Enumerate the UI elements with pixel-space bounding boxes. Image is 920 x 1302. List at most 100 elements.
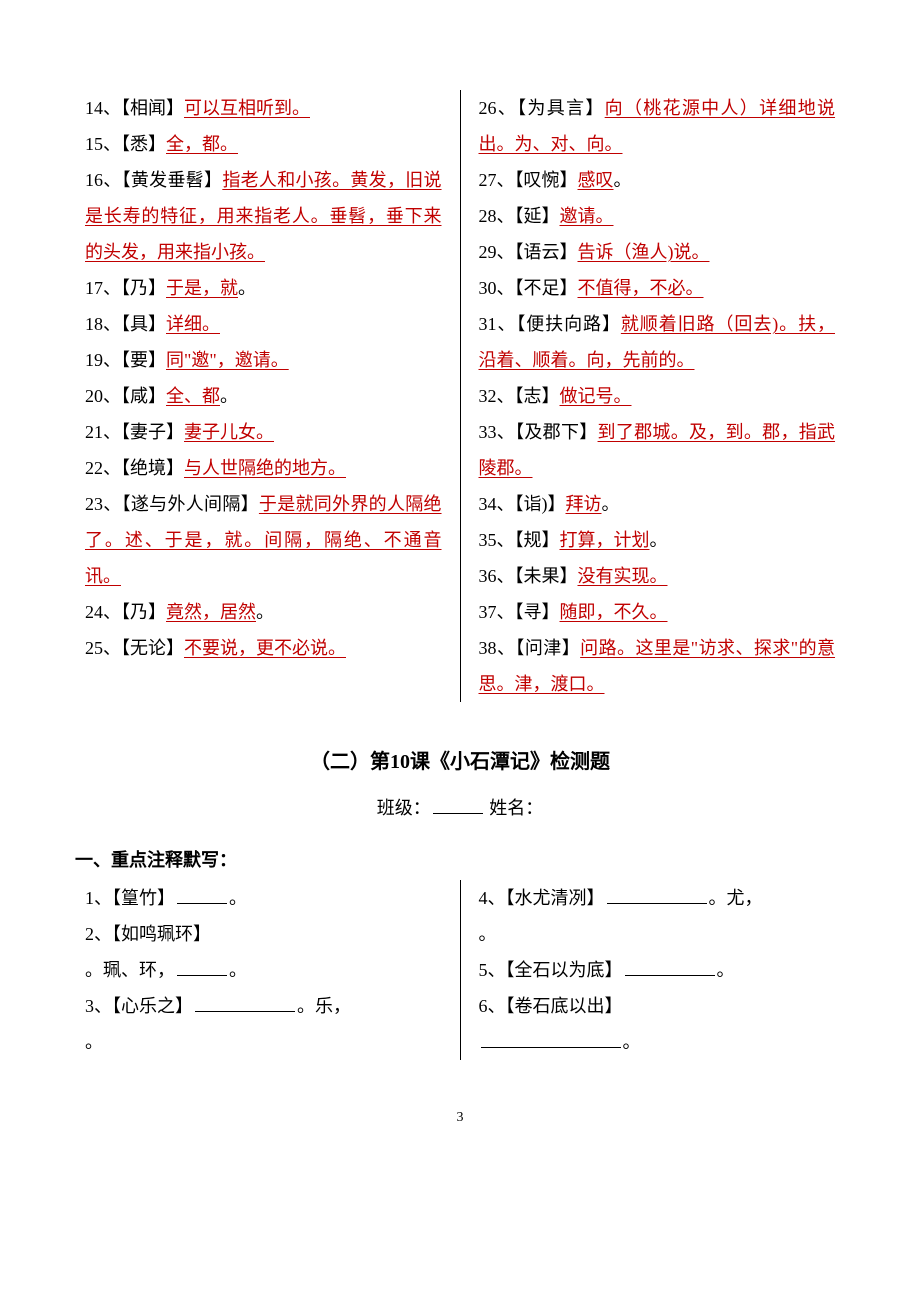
entry-number: 19、 [85,350,121,370]
entry-number: 35、 [479,530,515,550]
fill-text-after: 。 [717,960,735,980]
entry-term: 【要】 [121,350,166,370]
entry-number: 15、 [85,134,121,154]
entry-definition: 妻子儿女。 [184,422,274,442]
entry-number: 26、 [479,98,518,118]
entry-term: 【相闻】 [121,98,184,118]
class-label: 班级： [377,798,431,818]
vocab-entry: 28、【延】邀请。 [479,198,836,234]
entry-number: 24、 [85,602,121,622]
entry-definition: 于是，就 [166,278,238,298]
entry-definition: 拜访 [566,494,602,514]
entry-term: 【延】 [515,206,560,226]
entry-term: 【为具言】 [517,98,605,118]
entry-definition: 不要说，更不必说。 [184,638,346,658]
entry-definition: 竟然，居然 [166,602,256,622]
fill-text-after: 。 [623,1032,641,1052]
vocab-entry: 33、【及郡下】到了郡城。及，到。郡，指武陵郡。 [479,414,836,486]
entry-term: 【叹惋】 [515,170,578,190]
entry-number: 31、 [479,314,517,334]
vocab-entry: 19、【要】同"邀"，邀请。 [85,342,442,378]
fill-blank[interactable] [481,1030,621,1048]
vocab-entry: 21、【妻子】妻子儿女。 [85,414,442,450]
fill-text-after: 。 [229,888,247,908]
fill-blank[interactable] [625,958,715,976]
fill-entry: 。 [479,1024,836,1060]
vocab-entry: 37、【寻】随即，不久。 [479,594,836,630]
entry-definition: 全，都。 [166,134,238,154]
entry-term: 【乃】 [121,278,166,298]
entry-number: 30、 [479,278,515,298]
entry-term: 【便扶向路】 [516,314,621,334]
section2-right-column: 4、【水尤清冽】。尤，。5、【全石以为底】。6、【卷石底以出】。 [461,880,846,1060]
subsection-heading: 一、重点注释默写： [75,842,845,878]
entry-tail: 。 [256,602,274,622]
entry-tail: 。 [238,278,256,298]
entry-number: 16、 [85,170,122,190]
vocab-entry: 23、【遂与外人间隔】于是就同外界的人隔绝了。述、于是，就。间隔，隔绝、不通音讯… [85,486,442,594]
fill-text-before: 。珮、环， [85,960,175,980]
entry-term: 【具】 [121,314,166,334]
class-blank[interactable] [433,796,483,814]
top-right-column: 26、【为具言】向（桃花源中人）详细地说出。为、对、向。27、【叹惋】感叹。28… [461,90,846,702]
entry-term: 【规】 [515,530,560,550]
top-left-column: 14、【相闻】可以互相听到。15、【悉】全，都。16、【黄发垂髫】指老人和小孩。… [75,90,461,702]
vocab-entry: 22、【绝境】与人世隔绝的地方。 [85,450,442,486]
vocab-entry: 38、【问津】问路。这里是"访求、探求"的意思。津，渡口。 [479,630,836,702]
entry-tail: 。 [650,530,668,550]
entry-number: 23、 [85,494,122,514]
fill-blank[interactable] [177,886,227,904]
vocab-entry: 31、【便扶向路】就顺着旧路（回去)。扶，沿着、顺着。向，先前的。 [479,306,836,378]
vocab-entry: 36、【未果】没有实现。 [479,558,836,594]
fill-blank[interactable] [195,994,295,1012]
entry-term: 【问津】 [515,638,580,658]
vocab-entry: 29、【语云】告诉（渔人)说。 [479,234,836,270]
fill-entry: 。 [85,1024,442,1060]
fill-entry: 5、【全石以为底】 。 [479,952,836,988]
fill-blank[interactable] [177,958,227,976]
vocab-entry: 15、【悉】全，都。 [85,126,442,162]
fill-entry: 6、【卷石底以出】 [479,988,836,1024]
fill-text-before: 2、【如鸣珮环】 [85,924,211,944]
entry-number: 25、 [85,638,121,658]
entry-term: 【诣)】 [515,494,566,514]
section2-left-column: 1、【篁竹】。 2、【如鸣珮环】。珮、环， 。 3、【心乐之】 。乐， 。 [75,880,461,1060]
fill-entry: 3、【心乐之】 。乐， [85,988,442,1024]
entry-term: 【乃】 [121,602,166,622]
entry-number: 28、 [479,206,515,226]
entry-number: 18、 [85,314,121,334]
entry-number: 17、 [85,278,121,298]
vocab-entry: 16、【黄发垂髫】指老人和小孩。黄发，旧说是长寿的特征，用来指老人。垂髫，垂下来… [85,162,442,270]
entry-number: 38、 [479,638,516,658]
entry-number: 21、 [85,422,121,442]
entry-definition: 可以互相听到。 [184,98,310,118]
entry-number: 34、 [479,494,515,514]
entry-number: 33、 [479,422,516,442]
entry-term: 【志】 [515,386,560,406]
page-number: 3 [75,1104,845,1132]
entry-term: 【寻】 [515,602,560,622]
entry-number: 27、 [479,170,515,190]
vocab-entry: 32、【志】做记号。 [479,378,836,414]
fill-entry: 。 [479,916,836,952]
fill-text-after: 。 [479,924,497,944]
fill-text-before: 6、【卷石底以出】 [479,996,623,1016]
section-title: （二）第10课《小石潭记》检测题 [75,742,845,782]
fill-text-after: 。乐， [297,996,351,1016]
vocab-entry: 30、【不足】不值得，不必。 [479,270,836,306]
fill-entry: 1、【篁竹】。 [85,880,442,916]
section2-columns: 1、【篁竹】。 2、【如鸣珮环】。珮、环， 。 3、【心乐之】 。乐， 。 4、【水尤清冽… [75,880,845,1060]
fill-text-before: 4、【水尤清冽】 [479,888,605,908]
fill-text-before: 5、【全石以为底】 [479,960,623,980]
entry-definition: 与人世隔绝的地方。 [184,458,346,478]
fill-text-after: 。 [229,960,247,980]
entry-definition: 感叹 [578,170,614,190]
fill-blank[interactable] [607,886,707,904]
entry-number: 22、 [85,458,121,478]
entry-definition: 邀请。 [560,206,614,226]
entry-term: 【绝境】 [121,458,184,478]
fill-text-before: 3、【心乐之】 [85,996,193,1016]
entry-definition: 不值得，不必。 [578,278,704,298]
entry-definition: 告诉（渔人)说。 [578,242,710,262]
entry-definition: 详细。 [166,314,220,334]
